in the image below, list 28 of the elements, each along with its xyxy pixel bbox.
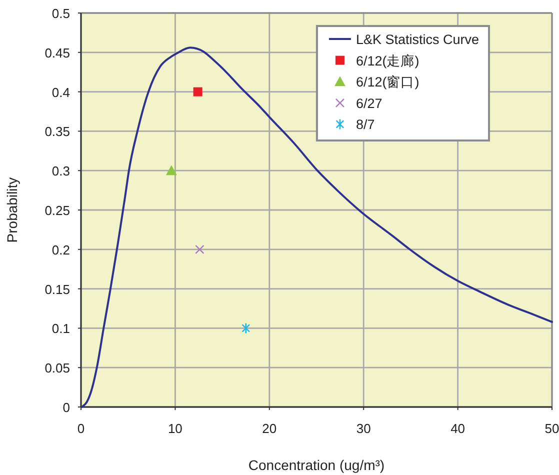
point xyxy=(166,165,177,176)
legend-label: 6/12(窗口) xyxy=(356,74,420,90)
y-tick-label: 0.4 xyxy=(52,84,70,100)
legend-label: 8/7 xyxy=(356,117,375,132)
x-axis-title: Concentration (ug/m³) xyxy=(248,457,385,473)
y-tick-label: 0.35 xyxy=(44,124,70,140)
x-tick-label: 0 xyxy=(77,421,85,436)
legend-label: 6/12(走廊) xyxy=(356,53,420,68)
y-tick-label: 0.5 xyxy=(52,6,70,21)
y-tick-label: 0.25 xyxy=(44,203,70,218)
y-tick-label: 0.05 xyxy=(44,360,70,376)
y-axis-title: Probability xyxy=(4,177,20,243)
x-tick-label: 50 xyxy=(544,421,559,436)
x-tick-label: 10 xyxy=(168,421,182,436)
y-tick-label: 0.3 xyxy=(52,164,70,179)
point xyxy=(193,87,202,96)
legend-label: L&K Statistics Curve xyxy=(356,32,479,47)
point xyxy=(242,322,250,334)
y-tick-label: 0.45 xyxy=(44,45,70,60)
x-tick-label: 20 xyxy=(262,421,277,436)
y-tick-label: 0.2 xyxy=(52,242,70,258)
y-tick-label: 0.1 xyxy=(52,321,70,336)
x-tick-label: 40 xyxy=(450,421,466,436)
y-tick-label: 0 xyxy=(62,400,70,415)
point xyxy=(195,244,204,254)
y-tick-label: 0.15 xyxy=(44,282,70,297)
x-tick-label: 30 xyxy=(356,421,371,436)
legend-label: 6/27 xyxy=(356,96,382,111)
